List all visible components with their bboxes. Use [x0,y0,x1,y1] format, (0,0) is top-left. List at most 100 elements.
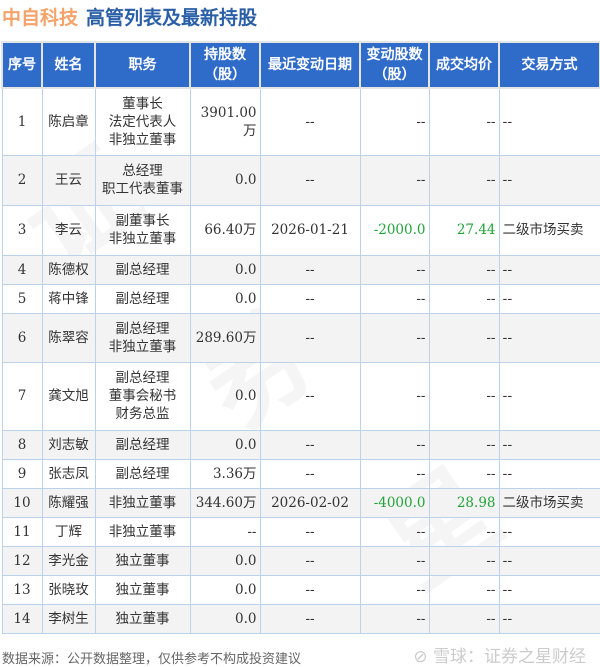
shares-cell: 0.0 [189,545,261,576]
name-cell: 陈启章 [41,87,96,156]
date-cell: -- [259,154,361,206]
company-name: 中自科技 [2,7,79,29]
role-line: 非独立董事 [108,494,177,511]
row-number: 7 [1,361,43,431]
table-row: 7 龚文旭 副总经理 董事会秘书 财务总监 0.0 -- -- -- -- [1,361,600,431]
table-row: 13 张晓玫 独立董事 0.0 -- -- -- -- [1,574,600,605]
role-line: 财务总监 [115,406,170,422]
role-line: 独立董事 [115,610,170,627]
column-header-shares: 持股数 （股） [189,41,261,89]
table-row: 11 丁辉 非独立董事 -- -- -- -- -- [1,516,600,547]
role-line: 非独立董事 [108,231,177,247]
row-number: 12 [1,545,43,576]
column-header-name: 姓名 [41,41,96,89]
table-row: 8 刘志敏 副总经理 0.0 -- -- -- -- [1,429,600,460]
shares-cell: 0.0 [189,429,261,460]
watermark-logo: ⊘ 雪球：证券之星财经 [413,647,586,667]
column-header-method: 交易方式 [498,41,600,89]
date-cell: 2026-01-21 [259,204,361,256]
table-row: 2 王云 总经理 职工代表董事 0.0 -- -- -- -- [1,154,600,206]
change-cell: -- [359,254,430,285]
method-cell: 二级市场买卖 [498,204,600,256]
change-cell: -- [359,283,430,314]
method-cell: -- [498,429,600,460]
method-cell: -- [498,574,600,605]
name-cell: 张晓玫 [41,574,96,605]
role-line: 职工代表董事 [102,181,183,197]
role-line: 副总经理 [115,436,170,453]
role-cell: 副董事长 非独立董事 [94,204,191,256]
row-number: 2 [1,154,43,206]
price-cell: -- [428,458,500,489]
price-cell: -- [428,603,500,634]
role-line: 副总经理 [115,261,170,278]
shares-cell: 0.0 [189,254,261,285]
role-line: 副总经理 [115,370,170,386]
row-number: 6 [1,312,43,363]
role-cell: 董事长 法定代表人 非独立董事 [94,87,191,156]
role-line: 非独立董事 [108,131,177,148]
executives-table: 序号 姓名 职务 持股数 （股） 最近变动日期 变动股数 （股） 成交均价 交易方式 1 陈启章… [1,41,600,634]
change-cell: -- [359,429,430,460]
role-line: 独立董事 [115,552,170,569]
table-row: 1 陈启章 董事长 法定代表人 非独立董事 3901.00万 -- -- -- -- [1,87,600,156]
shares-cell: 3901.00万 [189,87,261,156]
role-cell: 副总经理 [94,283,191,314]
date-cell: -- [259,429,361,460]
price-cell: -- [428,361,500,431]
name-cell: 李树生 [41,603,96,634]
role-cell: 独立董事 [94,574,191,605]
price-cell: -- [428,87,500,156]
name-cell: 龚文旭 [41,361,96,431]
date-cell: -- [259,603,361,634]
role-cell: 副总经理 非独立董事 [94,312,191,363]
method-cell: -- [498,361,600,431]
shares-cell: 0.0 [189,361,261,431]
name-cell: 李云 [41,204,96,256]
change-cell: -- [359,574,430,605]
method-cell: -- [498,312,600,363]
shares-cell: 344.60万 [189,487,261,518]
shares-cell: 3.36万 [189,458,261,489]
price-cell: -- [428,574,500,605]
change-cell: -- [359,361,430,431]
name-cell: 丁辉 [41,516,96,547]
change-cell: -4000.0 [359,487,430,518]
date-cell: -- [259,516,361,547]
table-row: 10 陈耀强 非独立董事 344.60万 2026-02-02 -4000.0 28.98 二… [1,487,600,518]
date-cell: -- [259,283,361,314]
data-source-note: 数据来源：公开数据整理，仅供参考不构成投资建议 [2,652,302,667]
shares-cell: 289.60万 [189,312,261,363]
change-cell: -- [359,458,430,489]
role-cell: 总经理 职工代表董事 [94,154,191,206]
date-cell: -- [259,87,361,156]
method-cell: -- [498,516,600,547]
row-number: 8 [1,429,43,460]
change-cell: -- [359,545,430,576]
change-cell: -2000.0 [359,204,430,256]
row-number: 9 [1,458,43,489]
table-row: 14 李树生 独立董事 0.0 -- -- -- -- [1,603,600,634]
date-cell: -- [259,254,361,285]
role-line: 副总经理 [115,290,170,307]
table-row: 3 李云 副董事长 非独立董事 66.40万 2026-01-21 -2000.0 27.44… [1,204,600,256]
role-line: 总经理 [122,163,163,179]
method-cell: -- [498,254,600,285]
date-cell: 2026-02-02 [259,487,361,518]
row-number: 11 [1,516,43,547]
price-cell: -- [428,545,500,576]
row-number: 1 [1,87,43,156]
shares-cell: 0.0 [189,603,261,634]
column-header-price: 成交均价 [428,41,500,89]
row-number: 5 [1,283,43,314]
shares-cell: 66.40万 [189,204,261,256]
method-cell: -- [498,458,600,489]
change-cell: -- [359,87,430,156]
column-header-change: 变动股数 （股） [359,41,430,89]
change-cell: -- [359,603,430,634]
role-cell: 副总经理 董事会秘书 财务总监 [94,361,191,431]
method-cell: -- [498,87,600,156]
method-cell: -- [498,545,600,576]
name-cell: 刘志敏 [41,429,96,460]
table-row: 6 陈翠容 副总经理 非独立董事 289.60万 -- -- -- -- [1,312,600,363]
